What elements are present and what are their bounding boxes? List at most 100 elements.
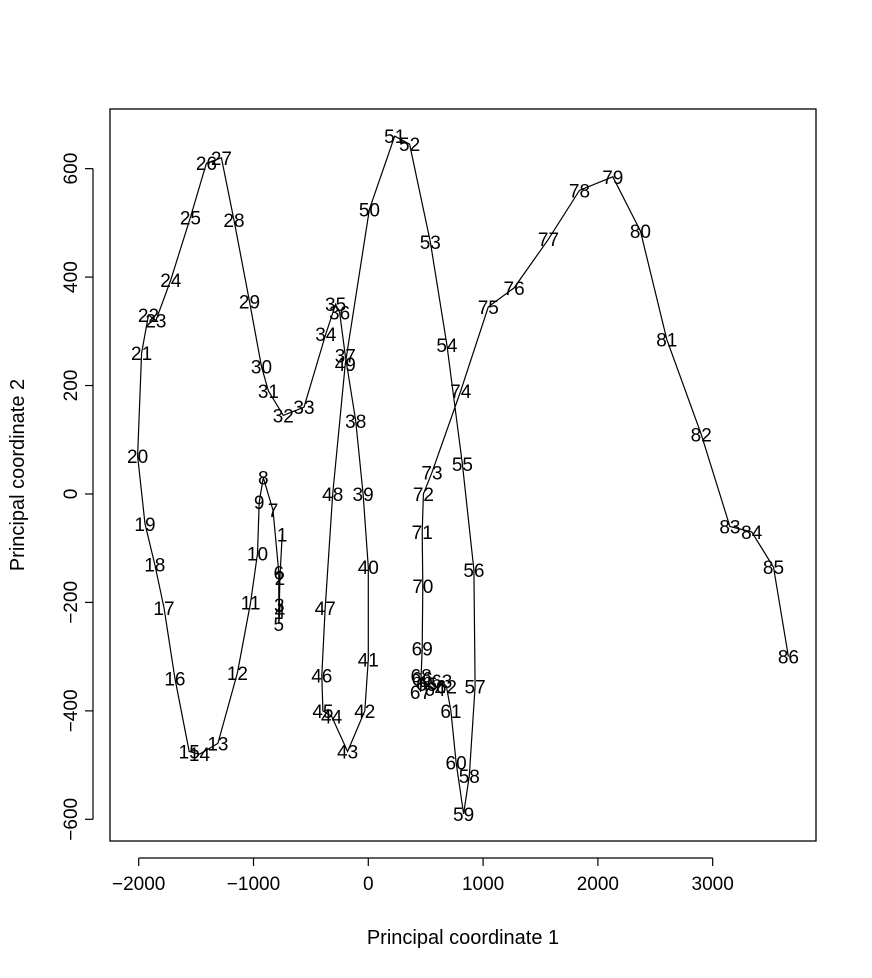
y-tick-label: 600 (61, 153, 82, 185)
y-tick-label: 0 (61, 489, 82, 500)
point-label: 81 (656, 330, 677, 351)
point-label: 25 (180, 208, 201, 229)
point-label: 16 (164, 669, 185, 690)
point-label: 73 (421, 463, 442, 484)
point-label: 14 (189, 745, 211, 766)
point-label: 27 (211, 149, 232, 170)
point-label: 31 (258, 382, 279, 403)
point-label: 60 (446, 753, 467, 774)
point-label: 46 (311, 667, 332, 688)
x-tick-label: −2000 (112, 874, 165, 895)
point-label: 58 (459, 767, 480, 788)
point-label: 38 (345, 412, 366, 433)
point-label: 82 (691, 425, 712, 446)
point-label: 61 (440, 702, 461, 723)
point-label: 40 (358, 558, 379, 579)
point-label: 78 (569, 181, 590, 202)
point-label: 56 (463, 561, 484, 582)
point-label: 12 (227, 664, 248, 685)
x-tick-label: 0 (363, 874, 374, 895)
point-label: 4 (275, 602, 286, 623)
point-label: 75 (478, 298, 499, 319)
point-label: 9 (254, 493, 265, 514)
y-axis: −600 −400 −200 0 200 400 600 (61, 153, 94, 841)
point-label: 68 (411, 667, 432, 688)
x-axis-title: Principal coordinate 1 (367, 927, 559, 949)
point-label: 64 (424, 680, 446, 701)
point-label: 34 (315, 325, 337, 346)
point-label: 30 (251, 358, 272, 379)
point-label: 51 (384, 127, 405, 148)
point-label: 63 (431, 672, 452, 693)
point-label: 85 (763, 558, 784, 579)
point-label: 83 (719, 518, 740, 539)
y-tick-label: 400 (61, 261, 82, 293)
point-label: 62 (436, 678, 457, 699)
x-tick-label: 2000 (577, 874, 619, 895)
y-axis-title: Principal coordinate 2 (7, 379, 29, 571)
point-label: 53 (420, 233, 441, 254)
point-label: 15 (179, 743, 200, 764)
point-label: 1 (277, 526, 288, 547)
point-label: 49 (335, 355, 356, 376)
point-label: 28 (223, 211, 244, 232)
point-label: 69 (412, 640, 433, 661)
trajectory-polyline (136, 135, 789, 814)
point-label: 8 (258, 469, 269, 490)
point-label: 80 (630, 222, 651, 243)
point-label: 18 (144, 556, 165, 577)
point-label: 17 (153, 599, 174, 620)
point-label: 10 (247, 545, 268, 566)
point-label: 19 (134, 515, 155, 536)
y-tick-label: 200 (61, 370, 82, 402)
point-label: 48 (322, 485, 343, 506)
point-label: 6 (274, 564, 285, 585)
point-label: 37 (335, 347, 356, 368)
point-label: 74 (450, 382, 472, 403)
point-label: 44 (321, 707, 343, 728)
point-label: 24 (160, 271, 182, 292)
point-label: 42 (354, 702, 375, 723)
point-label: 39 (353, 485, 374, 506)
point-label: 65 (416, 675, 437, 696)
point-labels: 1234567891011121314151617181920212223242… (127, 127, 799, 826)
x-tick-label: 3000 (692, 874, 734, 895)
point-label: 26 (196, 154, 217, 175)
point-label: 11 (241, 593, 261, 614)
x-tick-label: −1000 (227, 874, 280, 895)
y-tick-label: −400 (61, 690, 82, 733)
plot-frame (109, 108, 817, 842)
point-label: 55 (452, 455, 473, 476)
x-axis: −2000 −1000 0 1000 2000 3000 (112, 857, 734, 895)
point-label: 23 (145, 312, 166, 333)
point-label: 84 (741, 523, 763, 544)
point-label: 59 (453, 805, 474, 826)
point-label: 21 (131, 344, 152, 365)
point-label: 22 (138, 306, 159, 327)
point-label: 71 (412, 523, 433, 544)
point-label: 33 (293, 398, 314, 419)
point-label: 86 (778, 648, 799, 669)
point-label: 79 (602, 168, 623, 189)
point-label: 35 (325, 295, 346, 316)
point-label: 43 (337, 743, 358, 764)
point-label: 2 (275, 569, 286, 590)
point-label: 36 (329, 303, 350, 324)
point-label: 7 (268, 501, 279, 522)
point-label: 47 (315, 599, 336, 620)
point-label: 70 (412, 577, 433, 598)
y-tick-label: −600 (61, 798, 82, 841)
point-label: 20 (127, 447, 148, 468)
point-label: 52 (399, 135, 420, 156)
point-label: 13 (207, 734, 228, 755)
point-label: 57 (465, 678, 486, 699)
point-label: 76 (504, 279, 525, 300)
point-label: 67 (410, 683, 431, 704)
point-label: 54 (436, 336, 458, 357)
point-label: 77 (538, 230, 559, 251)
y-tick-label: −200 (61, 581, 82, 624)
x-tick-label: 1000 (462, 874, 504, 895)
point-label: 3 (274, 596, 285, 617)
trajectory-line (136, 135, 789, 814)
